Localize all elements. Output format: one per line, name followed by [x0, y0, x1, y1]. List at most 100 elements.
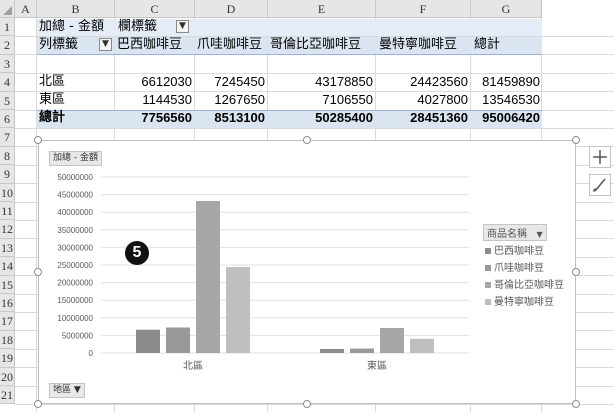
row-header-4[interactable]: 4: [0, 73, 15, 92]
row-filter-button[interactable]: ▼: [99, 38, 112, 51]
row-header-7[interactable]: 7: [0, 128, 15, 147]
y-tick-label: 25000000: [57, 261, 93, 270]
value-field-button[interactable]: 加總 - 金額: [49, 151, 102, 166]
legend-swatch: [485, 299, 491, 305]
row-header-16[interactable]: 16: [0, 294, 15, 313]
legend-title-button[interactable]: 商品名稱 ▼: [483, 224, 547, 241]
bar-北區-爪哇咖啡豆[interactable]: [166, 327, 190, 353]
row-header-1[interactable]: 1: [0, 18, 15, 37]
y-tick-label: 30000000: [57, 243, 93, 252]
chart-styles-button[interactable]: [589, 174, 611, 196]
row-header-8[interactable]: 8: [0, 146, 15, 166]
legend-entry[interactable]: 曼特寧咖啡豆: [485, 293, 554, 308]
legend-label: 曼特寧咖啡豆: [494, 297, 554, 308]
pivot-cell[interactable]: 13546530: [482, 92, 540, 107]
pivot-row-label: 列標籤: [39, 37, 79, 52]
bar-東區-曼特寧咖啡豆[interactable]: [410, 338, 434, 353]
legend-label: 哥倫比亞咖啡豆: [494, 280, 564, 291]
pivot-cell[interactable]: 1144530: [142, 92, 192, 107]
step-marker: 5: [125, 241, 149, 265]
y-tick-label: 40000000: [57, 208, 93, 217]
row-header-2[interactable]: 2: [0, 36, 15, 55]
resize-handle[interactable]: [303, 400, 311, 408]
grid-line: [15, 91, 614, 93]
row-header-17[interactable]: 17: [0, 312, 15, 331]
pivot-col-label: 欄標籤: [118, 19, 158, 34]
row-header-11[interactable]: 11: [0, 202, 15, 221]
chart-elements-button[interactable]: [589, 146, 611, 168]
legend-entry[interactable]: 爪哇咖啡豆: [485, 259, 544, 274]
bar-東區-爪哇咖啡豆[interactable]: [350, 348, 374, 353]
pivot-total-cell[interactable]: 50285400: [315, 110, 373, 125]
bar-東區-哥倫比亞咖啡豆[interactable]: [380, 327, 404, 353]
chart-plot-area: 5000000045000000400000003500000030000000…: [57, 173, 469, 372]
pivot-col-header: 巴西咖啡豆: [117, 37, 183, 52]
pivot-col-header: 總計: [474, 37, 501, 52]
bar-北區-巴西咖啡豆[interactable]: [136, 329, 160, 353]
pivot-total-cell[interactable]: 8513100: [214, 110, 265, 125]
pivot-header-band: [37, 19, 542, 36]
grid-line: [15, 36, 614, 37]
pivot-cell[interactable]: 7106550: [322, 92, 373, 107]
row-header-6[interactable]: 6: [0, 110, 15, 129]
grid-line: [36, 18, 37, 412]
resize-handle[interactable]: [572, 268, 580, 276]
col-filter-button[interactable]: ▼: [176, 20, 189, 33]
plus-icon: [593, 150, 607, 164]
row-header-20[interactable]: 20: [0, 367, 15, 386]
column-header-f[interactable]: F: [376, 0, 471, 18]
grid-line: [15, 128, 614, 129]
pivot-cell[interactable]: 81459890: [482, 74, 540, 89]
y-tick-label: 20000000: [57, 279, 93, 288]
row-header-3[interactable]: 3: [0, 54, 15, 74]
y-tick-label: 50000000: [57, 173, 93, 182]
pivot-cell[interactable]: 6612030: [141, 74, 192, 89]
resize-handle[interactable]: [572, 400, 580, 408]
column-header-c[interactable]: C: [115, 0, 195, 18]
pivot-cell[interactable]: 1267650: [214, 92, 265, 107]
y-tick-label: 35000000: [57, 226, 93, 235]
pivot-total-cell[interactable]: 95006420: [482, 110, 540, 125]
legend-entry[interactable]: 哥倫比亞咖啡豆: [485, 276, 564, 291]
row-header-5[interactable]: 5: [0, 91, 15, 110]
column-header-d[interactable]: D: [195, 0, 268, 18]
legend-label: 爪哇咖啡豆: [494, 263, 544, 274]
row-header-18[interactable]: 18: [0, 330, 15, 350]
pivot-total-band: [37, 110, 542, 128]
pivot-chart[interactable]: 加總 - 金額 50000000 45000000 40000000 35000000…: [38, 140, 576, 404]
row-header-13[interactable]: 13: [0, 238, 15, 258]
pivot-cell[interactable]: 43178850: [315, 74, 373, 89]
row-header-15[interactable]: 15: [0, 275, 15, 294]
row-header-14[interactable]: 14: [0, 257, 15, 276]
resize-handle[interactable]: [572, 136, 580, 144]
select-all-corner[interactable]: [0, 0, 15, 18]
pivot-total-cell[interactable]: 7756560: [141, 110, 192, 125]
pivot-cell[interactable]: 24423560: [410, 74, 468, 89]
column-header-a[interactable]: A: [15, 0, 37, 18]
resize-handle[interactable]: [34, 400, 42, 408]
resize-handle[interactable]: [34, 268, 42, 276]
pivot-cell[interactable]: 7245450: [214, 74, 265, 89]
pivot-cell[interactable]: 4027800: [417, 92, 468, 107]
row-header-9[interactable]: 9: [0, 165, 15, 184]
resize-handle[interactable]: [34, 136, 42, 144]
pivot-col-header: 哥倫比亞咖啡豆: [270, 37, 362, 52]
pivot-total-cell[interactable]: 28451360: [410, 110, 468, 125]
row-header-21[interactable]: 21: [0, 386, 15, 405]
column-header-e[interactable]: E: [268, 0, 376, 18]
column-header-b[interactable]: B: [37, 0, 115, 18]
axis-field-button[interactable]: 地區 ▼: [49, 383, 85, 398]
legend-entry[interactable]: 巴西咖啡豆: [485, 242, 544, 257]
grid-line: [15, 404, 614, 405]
row-header-10[interactable]: 10: [0, 183, 15, 202]
row-header-12[interactable]: 12: [0, 220, 15, 239]
bar-東區-巴西咖啡豆[interactable]: [320, 348, 344, 353]
bar-北區-哥倫比亞咖啡豆[interactable]: [196, 201, 220, 353]
pivot-value-field: 加總 - 金額: [39, 19, 104, 34]
bar-北區-曼特寧咖啡豆[interactable]: [226, 267, 250, 353]
row-header-19[interactable]: 19: [0, 349, 15, 368]
pivot-col-header: 曼特寧咖啡豆: [379, 37, 458, 52]
resize-handle[interactable]: [303, 136, 311, 144]
column-header-g[interactable]: G: [471, 0, 542, 18]
